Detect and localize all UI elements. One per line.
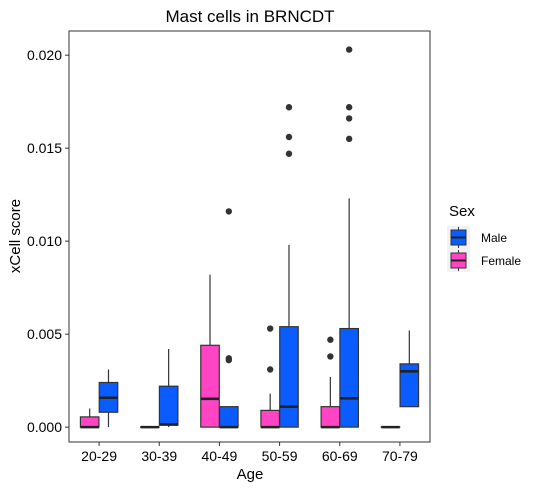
y-tick-label: 0.010 (27, 233, 62, 249)
legend-entry-label: Female (481, 254, 521, 268)
y-tick-label: 0.020 (27, 47, 62, 63)
box-group (98, 369, 119, 428)
box-marks (79, 46, 420, 429)
y-tick-label: 0.000 (27, 419, 62, 435)
x-tick-label: 40-49 (202, 448, 238, 464)
legend: Sex Male Female (447, 203, 521, 272)
y-axis: 0.000 0.005 0.010 0.015 0.020 (27, 47, 69, 435)
box-body (260, 409, 281, 428)
x-tick-label: 70-79 (382, 448, 418, 464)
box-body (279, 326, 299, 428)
outlier-point (266, 325, 274, 332)
box-body (339, 327, 359, 428)
x-axis: 20-29 30-39 40-49 50-59 60-69 70-79 (81, 442, 418, 464)
x-tick-label: 60-69 (322, 448, 358, 464)
y-tick-label: 0.015 (27, 140, 62, 156)
outlier-point (285, 150, 293, 157)
outlier-point (285, 133, 293, 141)
box-body (200, 344, 220, 428)
outlier-point (285, 104, 293, 111)
box-body (320, 406, 341, 428)
box-group (260, 325, 281, 429)
box-body (218, 406, 239, 428)
outlier-point (345, 104, 353, 111)
y-axis-label: xCell score (7, 199, 24, 273)
outlier-point (327, 336, 334, 343)
outlier-point (327, 353, 334, 360)
x-axis-label: Age (237, 466, 264, 483)
outlier-point (266, 366, 274, 373)
box-group (399, 330, 420, 408)
x-tick-label: 50-59 (262, 448, 298, 464)
plot-panel (68, 30, 431, 443)
box-body (79, 416, 100, 428)
outlier-point (345, 115, 353, 122)
box-group (200, 274, 220, 428)
outlier-point (225, 208, 233, 215)
box-body (399, 363, 420, 408)
box-group (158, 349, 179, 428)
box-group (218, 208, 239, 429)
box-group (320, 336, 341, 429)
chart-title: Mast cells in BRNCDT (165, 7, 334, 26)
x-tick-label: 30-39 (141, 448, 177, 464)
legend-title: Sex (449, 203, 475, 220)
box-body (158, 385, 179, 426)
box-group (339, 46, 359, 428)
y-tick-label: 0.005 (27, 326, 62, 342)
box-group (79, 408, 100, 429)
outlier-point (345, 46, 353, 53)
legend-entry-label: Male (481, 231, 507, 245)
outlier-point (225, 355, 233, 362)
x-tick-label: 20-29 (81, 448, 117, 464)
box-group (279, 104, 299, 428)
outlier-point (345, 135, 353, 143)
